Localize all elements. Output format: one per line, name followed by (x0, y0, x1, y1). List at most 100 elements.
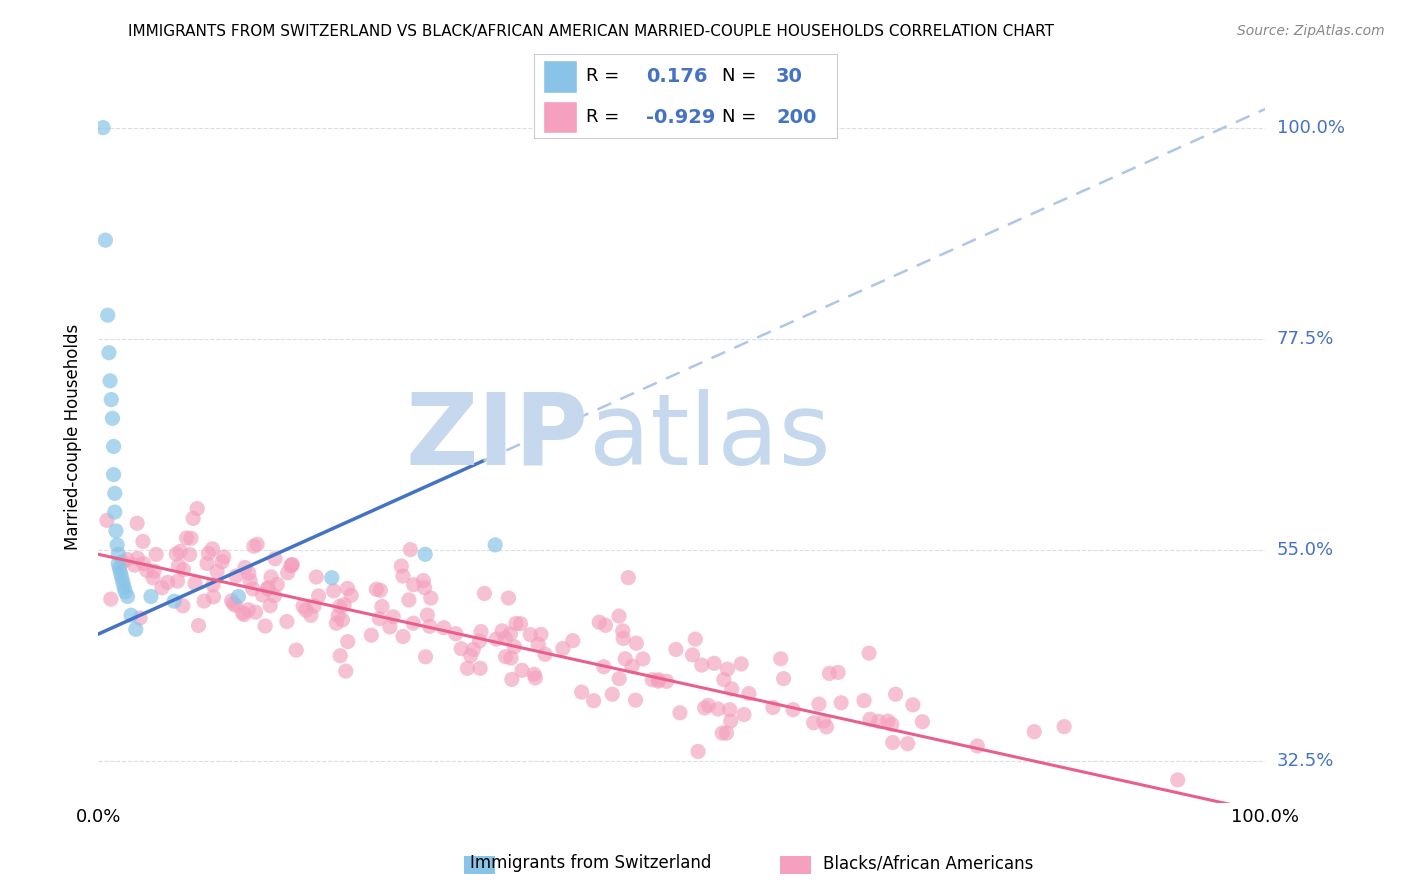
Point (807, 697, 830, 711)
Point (228, 590, 250, 604)
Point (877, 714, 900, 728)
Point (156, 575, 179, 590)
Point (612, 632, 634, 646)
Point (100, 392, 122, 407)
Point (716, 662, 738, 676)
Point (868, 714, 890, 729)
Point (624, 693, 647, 707)
Text: -0.929: -0.929 (647, 108, 716, 127)
Point (281, 558, 304, 572)
Point (600, 687, 623, 701)
Text: ZIP: ZIP (406, 389, 589, 485)
Point (163, 594, 186, 608)
Point (617, 571, 640, 585)
Point (621, 659, 644, 673)
Point (321, 571, 343, 585)
Text: IMMIGRANTS FROM SWITZERLAND VS BLACK/AFRICAN AMERICAN MARRIED-COUPLE HOUSEHOLDS : IMMIGRANTS FROM SWITZERLAND VS BLACK/AFR… (128, 24, 1053, 38)
Point (815, 720, 838, 734)
Point (115, 552, 138, 566)
Point (292, 599, 315, 614)
Point (498, 591, 520, 605)
Point (94, 233, 117, 247)
Point (460, 648, 482, 663)
Point (277, 566, 299, 580)
Point (582, 694, 605, 708)
Point (201, 541, 224, 556)
Point (413, 581, 436, 595)
Text: 30: 30 (776, 67, 803, 86)
Point (527, 637, 550, 651)
Point (336, 634, 359, 648)
Point (336, 582, 359, 596)
Point (1053, 720, 1076, 734)
Point (711, 726, 734, 740)
Point (519, 628, 541, 642)
Point (510, 664, 533, 678)
Point (231, 606, 253, 620)
Point (252, 588, 274, 602)
Point (243, 539, 266, 553)
Point (100, 592, 122, 607)
Point (697, 698, 720, 713)
Point (551, 641, 574, 656)
Point (142, 571, 165, 585)
Point (104, 486, 127, 500)
Text: Source: ZipAtlas.com: Source: ZipAtlas.com (1237, 24, 1385, 38)
Point (260, 570, 283, 584)
Text: 200: 200 (776, 108, 817, 127)
Point (96, 513, 118, 527)
Point (647, 673, 669, 687)
Point (124, 558, 146, 573)
Point (474, 586, 496, 600)
Point (103, 467, 125, 482)
Point (499, 651, 522, 665)
Text: 100.0%: 100.0% (1277, 119, 1344, 136)
Point (713, 673, 735, 687)
Point (256, 582, 278, 596)
Point (882, 735, 904, 749)
Point (257, 581, 280, 595)
Point (295, 603, 318, 617)
Point (366, 582, 388, 597)
Point (884, 687, 907, 701)
Point (197, 546, 219, 560)
Point (259, 599, 281, 613)
Point (1167, 772, 1189, 787)
Point (120, 608, 142, 623)
Point (416, 607, 439, 622)
Point (392, 630, 415, 644)
Text: 77.5%: 77.5% (1277, 330, 1334, 348)
Point (382, 610, 405, 624)
Point (325, 616, 347, 631)
Point (150, 581, 173, 595)
Point (592, 659, 614, 673)
Point (193, 594, 215, 608)
Point (398, 593, 420, 607)
Point (495, 649, 517, 664)
Point (505, 616, 527, 631)
Point (222, 597, 245, 611)
Point (607, 672, 630, 686)
Point (720, 681, 742, 696)
Point (419, 591, 441, 606)
Point (368, 612, 391, 626)
Point (966, 739, 988, 753)
Point (91, 120, 114, 135)
Point (233, 560, 256, 574)
Point (132, 534, 155, 549)
Point (103, 440, 125, 454)
Point (110, 566, 132, 580)
Point (371, 599, 394, 614)
Point (769, 652, 792, 666)
Point (827, 665, 849, 680)
Point (444, 626, 467, 640)
Point (647, 674, 669, 689)
Point (389, 559, 412, 574)
Point (499, 627, 522, 641)
Point (530, 627, 553, 641)
Point (693, 701, 716, 715)
Point (285, 643, 308, 657)
Point (299, 608, 322, 623)
Point (245, 605, 267, 619)
Point (720, 714, 742, 728)
